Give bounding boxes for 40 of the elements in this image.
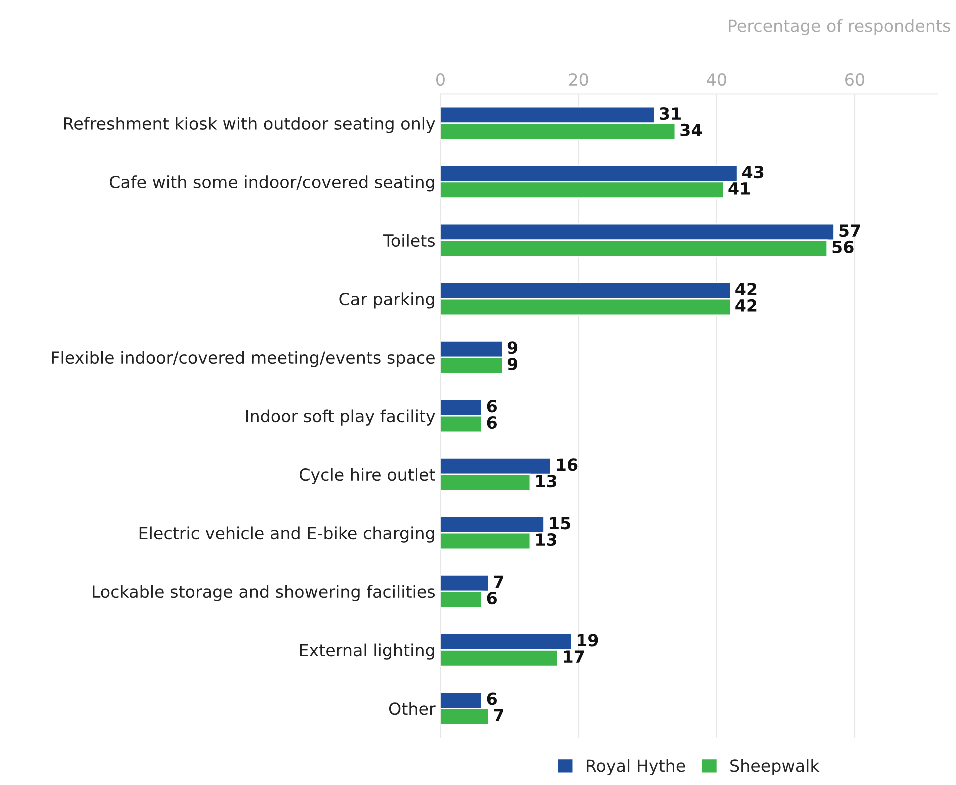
x-tick-label: 60 [846,74,864,86]
data-label: 6 [487,400,498,413]
y-tick-label: Refreshment kiosk with outdoor seating only [64,117,436,134]
data-label: 7 [494,709,504,722]
data-label: 42 [736,283,757,296]
y-tick-label: Indoor soft play facility [246,410,436,426]
data-label: 17 [564,650,584,663]
data-label: 15 [550,517,570,530]
y-tick-label: Other [389,702,436,716]
data-label: 6 [487,416,498,430]
data-label: 9 [508,342,518,354]
legend-label: Sheepwalk [730,759,820,776]
data-label: 6 [487,592,498,605]
data-label: 19 [578,634,598,647]
y-tick-label: Cafe with some indoor/covered seating [110,176,434,192]
data-label: 41 [728,182,750,195]
data-label: 31 [660,107,681,120]
data-label: 9 [508,358,518,371]
data-label: 56 [832,240,854,254]
legend-label: Royal Hythe [587,759,686,776]
data-label: 6 [487,692,498,706]
data-label: 13 [536,474,557,488]
y-tick-label: Cycle hire outlet [300,468,436,484]
x-tick-label: 0 [436,74,445,86]
y-tick-label: Car parking [340,292,434,309]
data-label: 7 [494,576,504,588]
y-tick-label: Electric vehicle and E-bike charging [140,526,434,543]
data-label: 16 [557,458,578,472]
y-tick-label: Flexible indoor/covered meeting/events space [52,351,435,368]
y-tick-label: Toilets [384,234,436,248]
data-label: 13 [536,534,557,546]
data-label: 42 [736,299,757,312]
data-label: 57 [840,224,860,238]
y-tick-label: External lighting [300,644,434,660]
data-label: 34 [680,124,702,136]
x-tick-label: 40 [707,74,726,86]
y-tick-label: Lockable storage and showering facilities [93,585,436,602]
x-axis-title: Percentage of respondents [729,19,950,36]
data-label: 43 [742,166,764,179]
x-tick-label: 20 [569,74,588,86]
